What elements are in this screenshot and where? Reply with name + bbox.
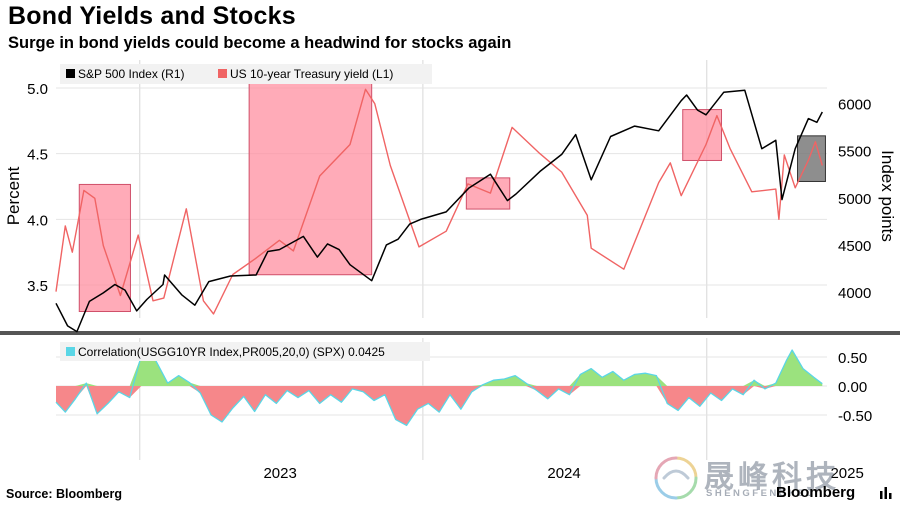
watermark-latin-text: SHENGFENGKEJI	[706, 488, 820, 499]
legend-swatch-correlation	[66, 347, 75, 356]
chart-title: Bond Yields and Stocks	[8, 2, 296, 30]
x-tick-label-year: 2025	[830, 465, 863, 482]
source-note: Source: Bloomberg	[6, 487, 122, 501]
tick-label-left: 4.5	[27, 147, 48, 164]
watermark-chinese-text: 晟峰科技	[704, 461, 840, 494]
watermark: 晟峰科技 SHENGFENGKEJI	[648, 452, 848, 504]
chart-subtitle: Surge in bond yields could become a head…	[8, 34, 512, 52]
top-legend-box	[60, 64, 432, 84]
series-line-sp500	[55, 89, 823, 333]
legend-swatch-treasury-yield	[218, 69, 227, 78]
bottom-legend-box	[60, 342, 430, 361]
series-line-treasury-yield	[55, 88, 823, 315]
tick-label-right: 6000	[838, 97, 871, 114]
legend-label-correlation: Correlation(USGG10YR Index,PR005,20,0) (…	[78, 345, 385, 359]
top-plot-area	[56, 60, 827, 318]
bloomberg-terminal-icon	[880, 487, 892, 499]
axis-title-left: Percent	[4, 166, 23, 225]
x-tick-label-year: 2024	[547, 465, 580, 482]
tick-label-right: 5500	[838, 144, 871, 161]
tick-label-right: 5000	[838, 191, 871, 208]
tick-label-right: 4500	[838, 238, 871, 255]
legend-label-sp500: S&P 500 Index (R1)	[78, 67, 185, 81]
highlight-box	[465, 177, 511, 210]
correlation-area-negative	[56, 386, 823, 426]
tick-label-left: 5.0	[27, 81, 48, 98]
tick-label-right: 4000	[838, 285, 871, 302]
legend-label-treasury-yield: US 10-year Treasury yield (L1)	[230, 67, 393, 81]
tick-label-left: 3.5	[27, 278, 48, 295]
panel-separator	[0, 331, 900, 335]
watermark-logo-icon	[654, 456, 698, 500]
series-line-correlation	[55, 349, 823, 427]
bloomberg-brand: Bloomberg	[776, 484, 856, 501]
tick-label-correlation: 0.00	[838, 379, 867, 396]
x-tick-label-year: 2023	[263, 465, 296, 482]
legend-swatch-sp500	[66, 69, 75, 78]
tick-label-left: 4.0	[27, 212, 48, 229]
tick-label-correlation: -0.50	[838, 408, 872, 425]
tick-label-correlation: 0.50	[838, 350, 867, 367]
axis-title-right: Index points	[878, 150, 897, 242]
